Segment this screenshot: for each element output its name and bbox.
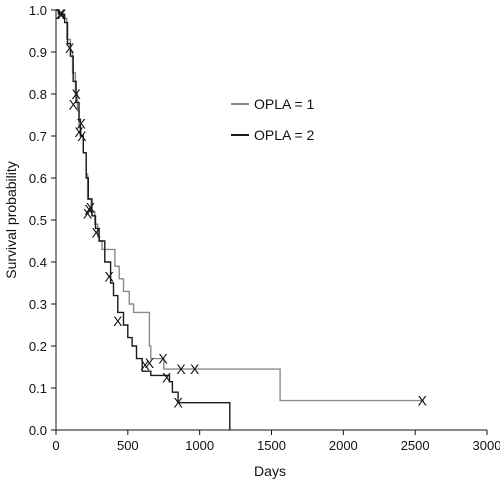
censor-mark: X — [74, 124, 84, 140]
censor-mark: X — [92, 225, 102, 241]
axes — [55, 10, 487, 431]
y-tick-label: 1.0 — [29, 3, 47, 18]
censor-mark: X — [158, 351, 168, 367]
censor-mark: X — [86, 199, 96, 215]
legend: OPLA = 1 OPLA = 2 — [231, 96, 315, 143]
y-tick-label: 0.5 — [29, 213, 47, 228]
y-tick-label: 0.0 — [29, 423, 47, 438]
y-tick-label: 0.2 — [29, 339, 47, 354]
y-tick-label: 0.3 — [29, 297, 47, 312]
censor-mark: X — [84, 202, 94, 218]
censor-mark: X — [145, 355, 155, 371]
y-tick-label: 0.8 — [29, 87, 47, 102]
censor-mark: X — [83, 206, 93, 222]
x-tick-label: 1500 — [257, 438, 286, 453]
survival-curve-series-2 — [56, 9, 231, 430]
x-tick-label: 500 — [117, 438, 139, 453]
censor-mark: X — [140, 357, 150, 373]
x-tick-label: 2500 — [401, 438, 430, 453]
y-tick-label: 0.1 — [29, 381, 47, 396]
censor-mark: X — [173, 395, 183, 411]
survival-curve-series-1 — [56, 9, 424, 402]
legend-label-opla-2: OPLA = 2 — [254, 127, 315, 143]
x-tick-label: 2000 — [329, 438, 358, 453]
censor-mark: X — [104, 269, 114, 285]
censor-mark: X — [176, 361, 186, 377]
y-axis-title: Survival probability — [3, 161, 19, 279]
censor-mark: X — [113, 313, 123, 329]
censor-mark: X — [190, 361, 200, 377]
legend-label-opla-1: OPLA = 1 — [254, 96, 315, 112]
censor-mark: X — [69, 97, 79, 113]
x-tick-label: 3000 — [473, 438, 500, 453]
y-tick-label: 0.7 — [29, 129, 47, 144]
y-tick-label: 0.9 — [29, 45, 47, 60]
censor-mark: X — [57, 6, 67, 22]
censor-mark: X — [77, 128, 87, 144]
censor-mark: X — [162, 370, 172, 386]
y-tick-label: 0.4 — [29, 255, 47, 270]
x-tick-label: 1000 — [185, 438, 214, 453]
censor-mark: X — [76, 115, 86, 131]
censor-mark: X — [418, 393, 428, 409]
x-axis-title: Days — [254, 463, 286, 479]
y-tick-label: 0.6 — [29, 171, 47, 186]
ticks: 0 500 1000 1500 2000 2500 3000 0.0 0.1 0.2 0.3 0.4 0… — [29, 3, 500, 453]
x-tick-label: 0 — [52, 438, 59, 453]
